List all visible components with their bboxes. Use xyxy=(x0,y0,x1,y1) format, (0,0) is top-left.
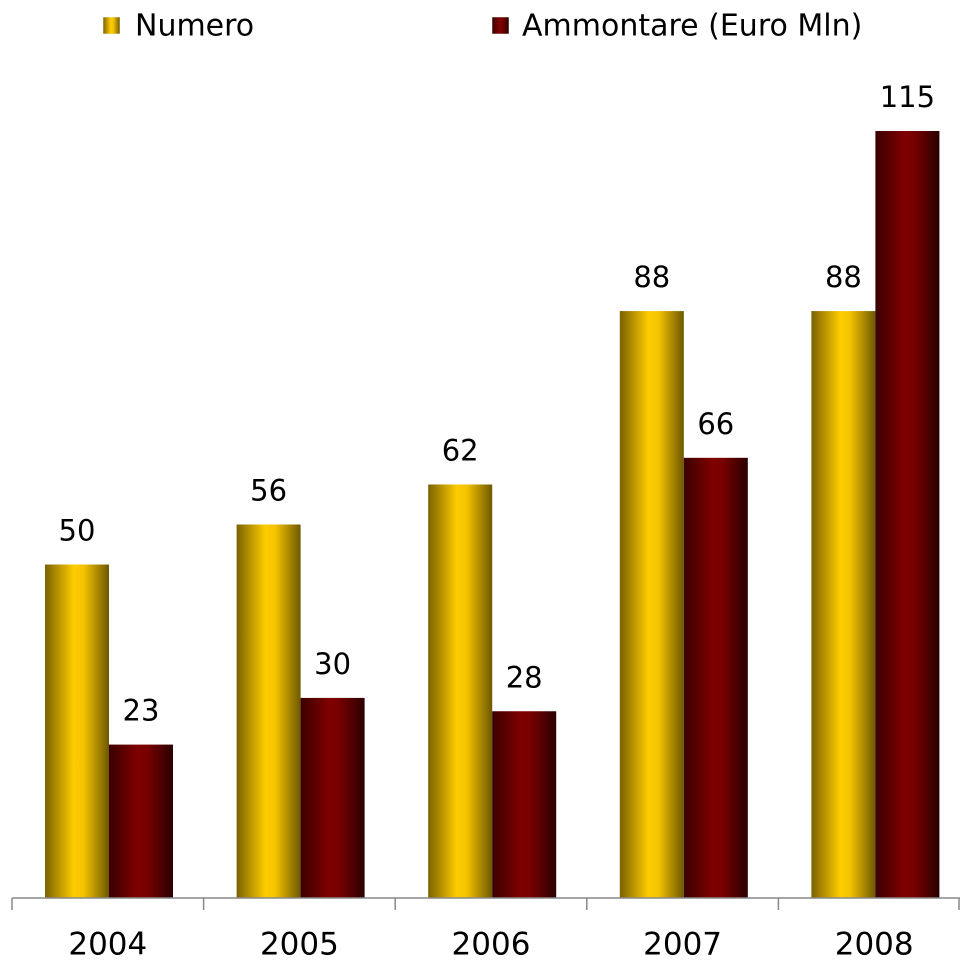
legend-label: Ammontare (Euro Mln) xyxy=(522,9,862,44)
bar xyxy=(811,311,876,898)
data-label: 30 xyxy=(314,647,351,681)
bar xyxy=(492,711,557,898)
bar xyxy=(428,484,493,898)
data-label: 88 xyxy=(825,260,862,294)
bar xyxy=(45,564,109,898)
x-tick-label: 2005 xyxy=(260,927,339,963)
data-label: 88 xyxy=(633,260,670,294)
legend-label: Numero xyxy=(135,9,254,44)
data-label: 115 xyxy=(880,80,935,114)
legend-swatch xyxy=(491,16,510,35)
bar xyxy=(109,744,173,898)
legend-swatch xyxy=(102,16,121,35)
bar xyxy=(875,131,940,898)
data-label: 56 xyxy=(250,474,287,508)
bar xyxy=(683,457,748,898)
data-label: 28 xyxy=(506,660,543,694)
bar xyxy=(300,697,365,898)
x-tick-label: 2007 xyxy=(643,927,722,963)
data-label: 66 xyxy=(697,407,734,441)
data-label: 62 xyxy=(442,433,479,467)
data-label: 23 xyxy=(123,694,160,728)
bar xyxy=(236,524,301,898)
x-tick-label: 2006 xyxy=(452,927,531,963)
bar xyxy=(619,311,684,898)
x-tick-label: 2004 xyxy=(68,927,147,963)
x-tick-label: 2008 xyxy=(835,927,914,963)
data-label: 50 xyxy=(59,514,96,548)
